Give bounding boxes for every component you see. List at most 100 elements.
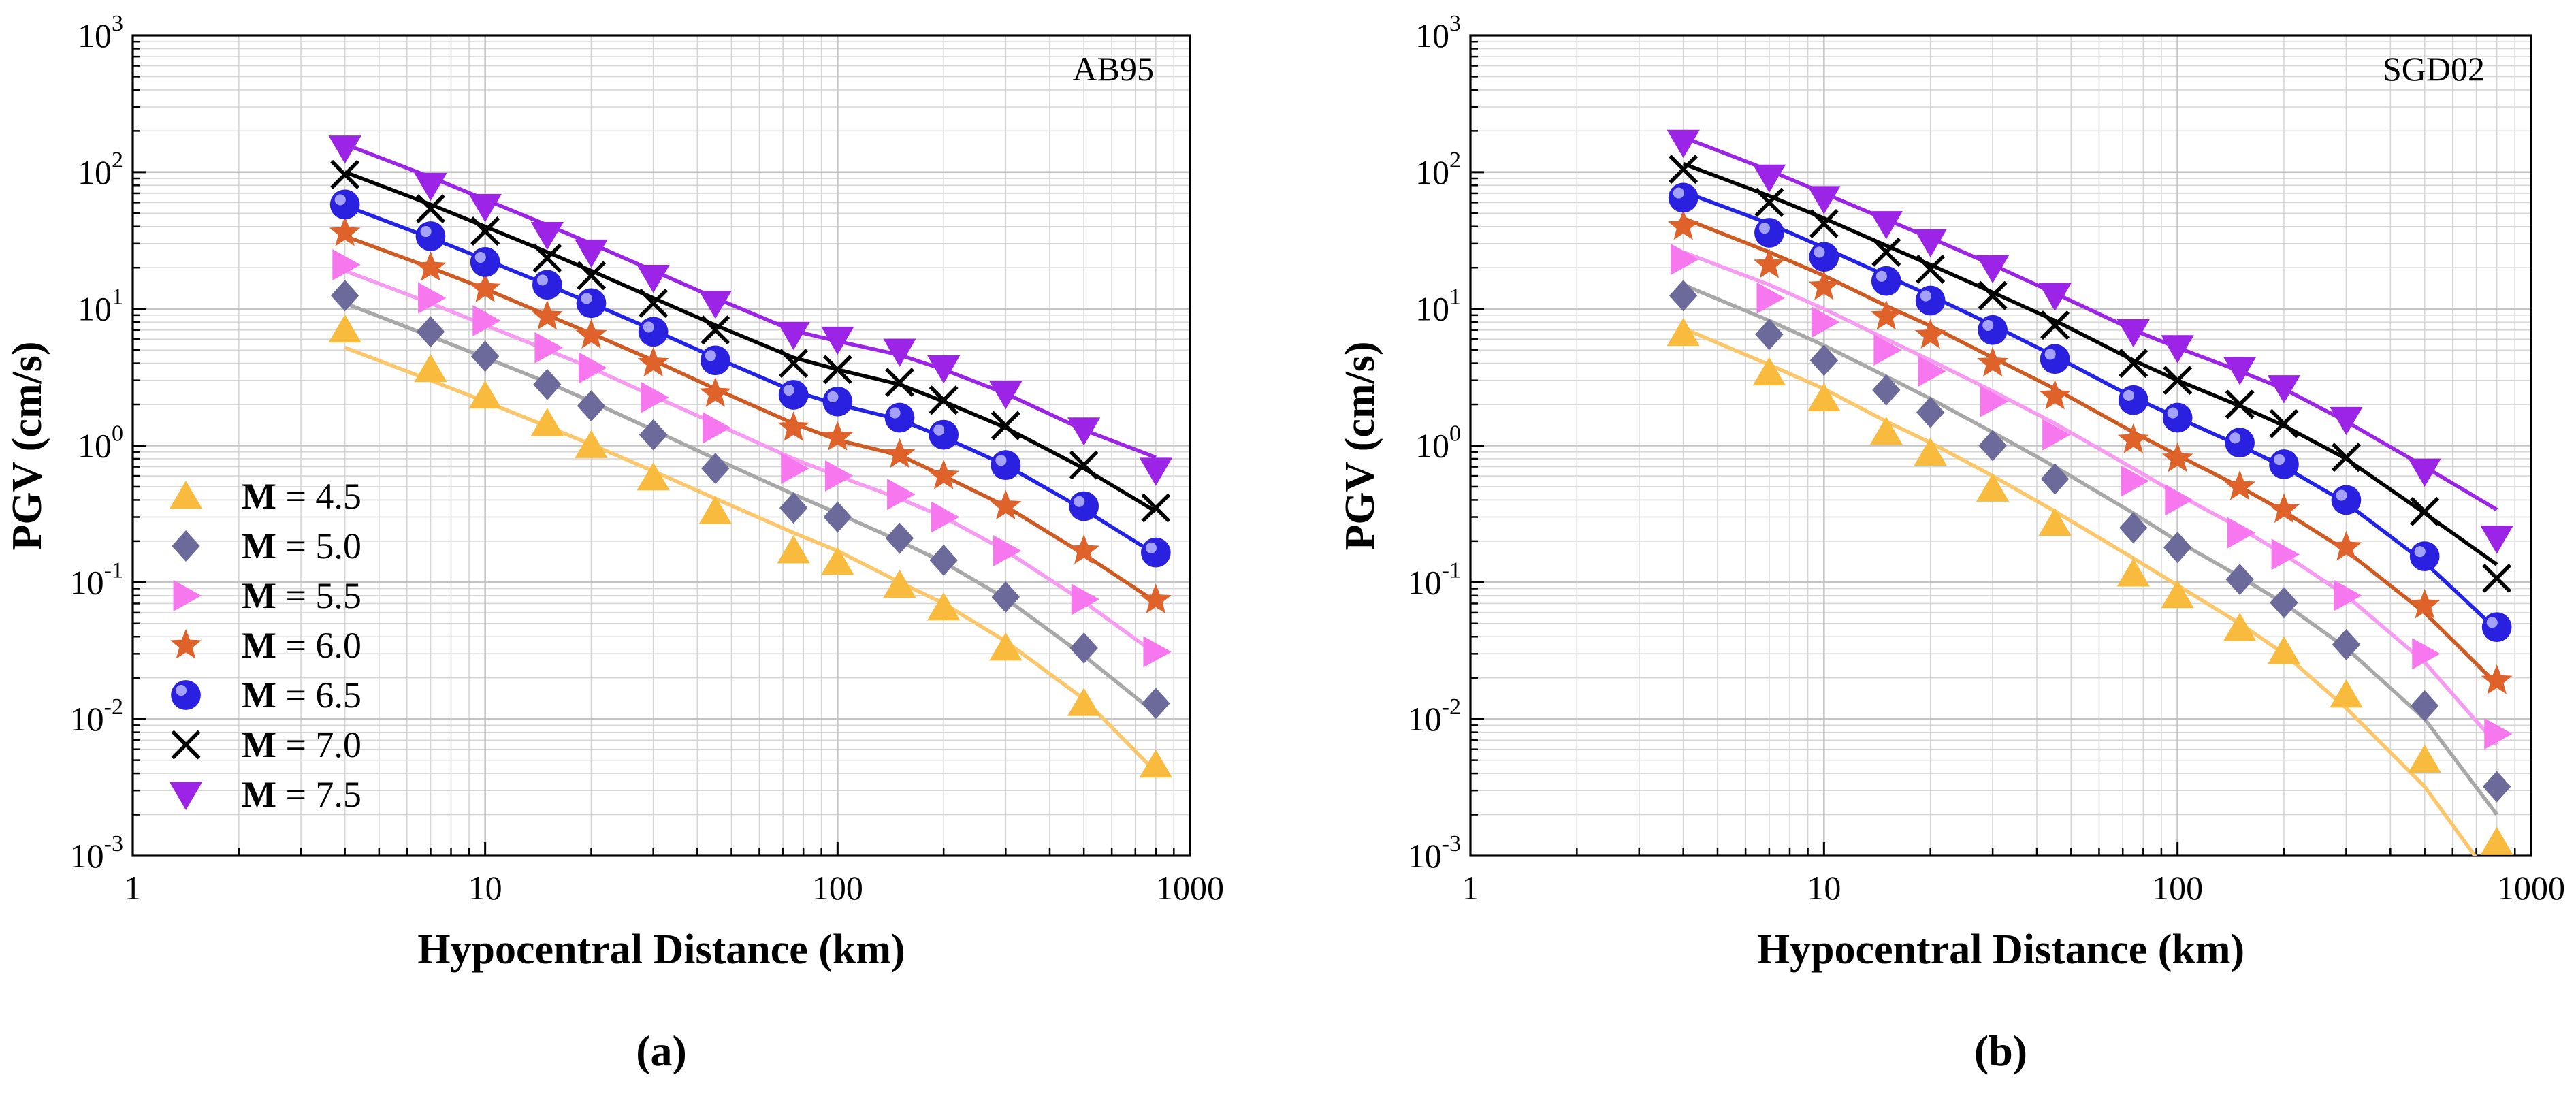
data-point (821, 326, 854, 355)
data-point (1139, 457, 1172, 486)
data-point (928, 459, 960, 489)
data-point (1980, 385, 2009, 417)
data-point (530, 408, 564, 436)
data-point (414, 353, 447, 383)
data-point (1752, 357, 1786, 386)
data-point (2330, 679, 2363, 708)
data-point (1667, 317, 1700, 347)
series (328, 135, 1172, 486)
data-point (575, 319, 607, 349)
series (1667, 129, 2513, 554)
data-point (701, 453, 730, 485)
legend-label: M = 6.0 (242, 625, 361, 666)
y-tick-label: 101 (1415, 285, 1461, 328)
data-point (2040, 310, 2070, 340)
data-point (1869, 211, 1903, 240)
data-point (1068, 534, 1100, 564)
data-point (883, 338, 916, 367)
data-point (2038, 283, 2072, 312)
legend-marker (171, 730, 201, 760)
data-point (822, 386, 853, 417)
data-point (991, 450, 1021, 481)
data-point (1140, 537, 1171, 568)
fit-line (344, 301, 1157, 715)
y-tick-label: 10-1 (70, 558, 123, 601)
data-point (472, 304, 501, 336)
legend-item: M = 4.5 (169, 476, 361, 517)
data-point (823, 501, 852, 533)
x-axis-title: Hypocentral Distance (km) (1757, 927, 2244, 973)
data-point (929, 385, 959, 415)
data-point (778, 380, 809, 410)
data-point (2165, 484, 2193, 516)
data-point (415, 251, 447, 281)
data-point (575, 239, 608, 268)
data-point (1755, 319, 1784, 351)
fit-line (344, 170, 1157, 513)
data-point (1978, 315, 2008, 345)
data-point (2481, 664, 2513, 694)
data-point (824, 460, 854, 492)
data-point (2225, 389, 2255, 419)
data-point (1667, 129, 1700, 159)
data-point (2408, 458, 2441, 487)
data-point (821, 546, 854, 575)
data-point (415, 221, 446, 251)
data-point (2161, 335, 2194, 364)
data-point (1916, 396, 1945, 428)
data-point (1669, 280, 1698, 312)
data-point (637, 462, 670, 491)
data-point (1069, 450, 1099, 480)
data-point (470, 340, 500, 372)
data-point (2223, 613, 2257, 641)
data-point (2482, 771, 2511, 803)
data-point (777, 321, 810, 351)
data-point (1976, 473, 2010, 502)
data-point (2225, 428, 2255, 458)
data-point (699, 377, 731, 407)
data-point (2409, 541, 2440, 571)
legend-item: M = 6.0 (170, 625, 361, 666)
data-point (929, 419, 959, 450)
data-point (1976, 255, 2010, 284)
data-point (2040, 344, 2070, 374)
data-point (1978, 430, 2007, 462)
data-point (2162, 402, 2193, 433)
data-point (2223, 357, 2257, 385)
legend-label: M = 6.5 (242, 675, 361, 715)
series (1669, 155, 2512, 593)
fit-line (1682, 326, 2477, 856)
fit-line (344, 234, 1157, 604)
series (1669, 280, 2511, 816)
data-point (2408, 744, 2441, 773)
data-point (416, 316, 445, 348)
data-point (990, 489, 1022, 520)
fit-line (1682, 189, 2498, 632)
data-point (2481, 612, 2512, 643)
data-point (2119, 512, 2148, 544)
legend-marker (169, 782, 203, 810)
data-point (1143, 636, 1172, 668)
data-point (1916, 254, 1946, 284)
data-point (534, 332, 563, 364)
data-point (2484, 718, 2513, 750)
data-point (779, 349, 809, 379)
data-point (2119, 349, 2148, 379)
data-point (328, 314, 361, 343)
data-point (418, 282, 447, 314)
y-tick-label: 103 (1415, 11, 1461, 54)
data-point (884, 438, 916, 468)
data-point (2038, 507, 2072, 536)
data-point (1667, 210, 1699, 240)
fit-line (344, 142, 1157, 460)
corner-label: SGD02 (2383, 50, 2485, 88)
panel-label: (b) (1974, 1027, 2027, 1075)
y-tick-label: 10-2 (70, 694, 123, 738)
fit-line (344, 269, 1157, 656)
plot-frame (131, 34, 1191, 857)
data-point (1754, 187, 1784, 217)
y-axis-title: PGV (cm/s) (1337, 341, 1383, 550)
y-tick-label: 102 (1415, 148, 1461, 191)
data-point (1915, 285, 1946, 316)
data-point (1671, 244, 1699, 276)
